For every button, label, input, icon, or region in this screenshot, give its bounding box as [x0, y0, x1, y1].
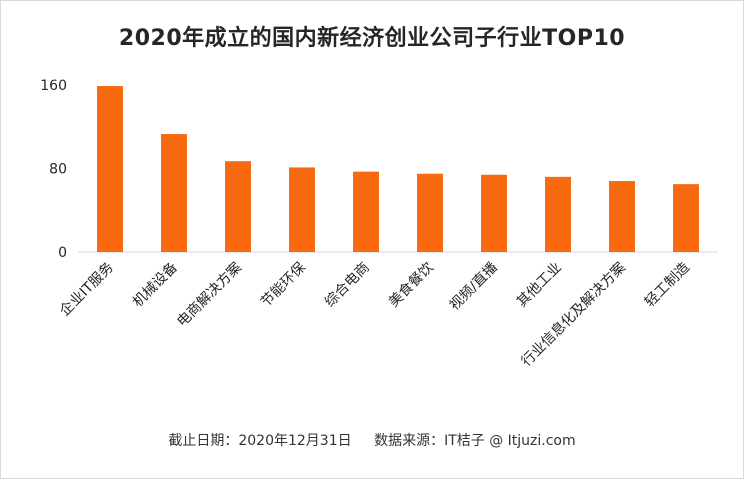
x-tick-label: 电商解决方案 [173, 259, 244, 330]
x-tick-label: 机械设备 [129, 259, 181, 311]
bar [353, 171, 379, 252]
bar [97, 86, 123, 252]
x-tick-label: 轻工制造 [642, 260, 693, 311]
x-tick-label: 视频/直播 [446, 259, 501, 314]
chart-footer: 截止日期：2020年12月31日 数据来源：IT桔子 @ Itjuzi.com [0, 430, 744, 450]
y-tick-label: 80 [49, 162, 67, 178]
x-tick-label: 企业IT服务 [56, 259, 117, 320]
x-tick-label: 综合电商 [322, 260, 373, 311]
x-tick-label: 其他工业 [514, 260, 565, 311]
bar [545, 176, 571, 252]
bar [673, 184, 699, 252]
cutoff-date: 截止日期：2020年12月31日 [168, 433, 352, 449]
y-tick-label: 0 [58, 245, 67, 261]
bar [417, 173, 443, 252]
bar [225, 161, 251, 252]
x-tick-label: 行业信息化及解决方案 [518, 259, 629, 370]
x-tick-label: 节能环保 [258, 260, 309, 311]
bar [609, 181, 635, 252]
bar [289, 167, 315, 252]
chart-title: 2020年成立的国内新经济创业公司子行业TOP10 [118, 26, 626, 51]
x-tick-label: 美食餐饮 [385, 259, 437, 311]
bar [481, 174, 507, 252]
data-source: 数据来源：IT桔子 @ Itjuzi.com [374, 433, 576, 449]
bar [161, 134, 187, 252]
y-tick-label: 160 [40, 78, 67, 94]
